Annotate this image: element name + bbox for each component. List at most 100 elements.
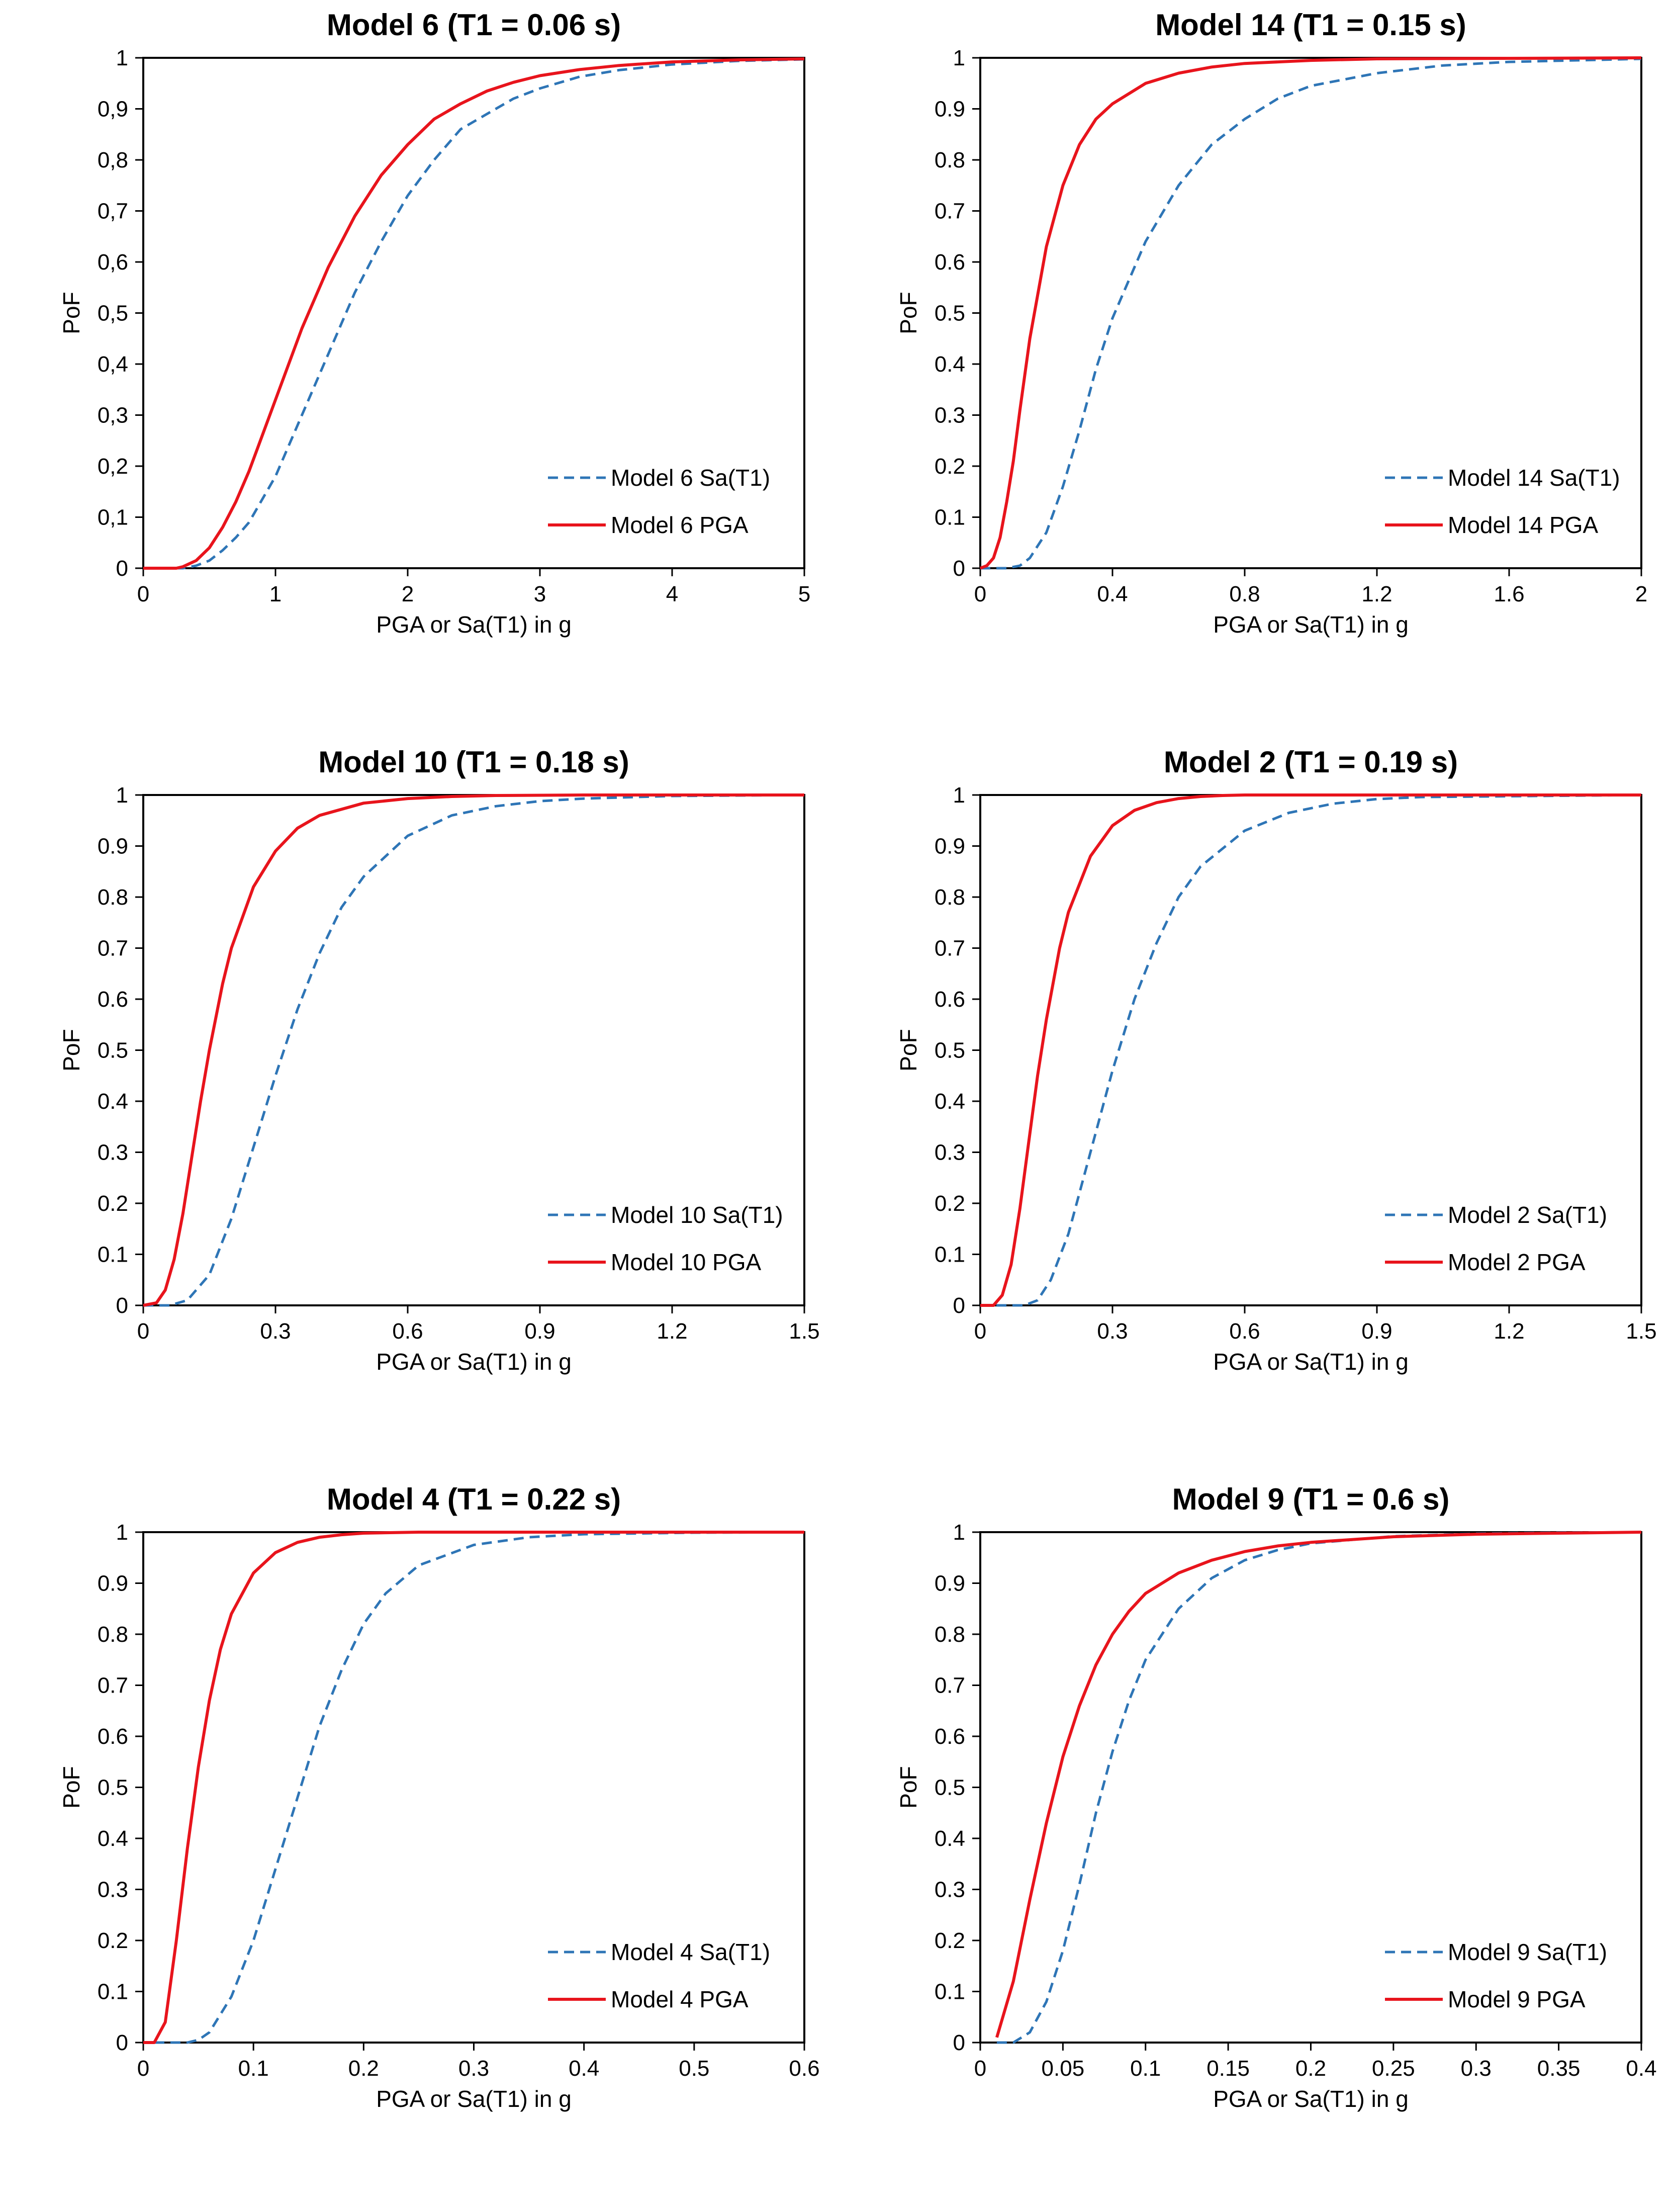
x-tick-label: 0	[137, 1319, 149, 1344]
x-axis-label: PGA or Sa(T1) in g	[1213, 2086, 1409, 2112]
series-line-pga	[143, 57, 805, 570]
x-tick-label: 1.6	[1494, 582, 1524, 606]
y-tick-label: 0,9	[98, 97, 128, 122]
chart-model-4: Model 4 (T1 = 0.22 s) 0 0.1 0.2 0.3 0.4 0.5 0.6…	[0, 1474, 837, 2211]
chart-model-2: Model 2 (T1 = 0.19 s) 0 0.1 0.2 0.3 0.4 0.5 0.6…	[837, 737, 1674, 1474]
x-tick-label: 0.15	[1206, 2056, 1250, 2081]
y-tick-label: 0.6	[98, 987, 128, 1012]
y-tick-label: 0.3	[98, 1140, 128, 1165]
x-tick-label: 2	[1635, 582, 1647, 606]
y-tick-label: 0,8	[98, 148, 128, 172]
x-tick-label: 5	[798, 582, 810, 606]
x-tick-label: 0.3	[458, 2056, 489, 2081]
y-tick-label: 0	[953, 1293, 965, 1318]
x-tick-label: 1.5	[789, 1319, 819, 1344]
chart-model-4-svg: Model 4 (T1 = 0.22 s) 0 0.1 0.2 0.3 0.4 0.5 0.6…	[58, 1482, 820, 2112]
x-tick-label: 0.6	[392, 1319, 423, 1344]
y-axis-label: PoF	[58, 1029, 84, 1071]
y-tick-label: 0.7	[935, 1673, 965, 1698]
y-tick-label: 0.3	[935, 1878, 965, 1902]
x-tick-label: 0.4	[1626, 2056, 1656, 2081]
y-tick-label: 0,4	[98, 352, 128, 377]
y-tick-label: 0.1	[935, 1243, 965, 1267]
legend-label: Model 14 Sa(T1)	[1448, 465, 1620, 491]
x-tick-label: 0.05	[1042, 2056, 1085, 2081]
y-tick-label: 0.6	[98, 1724, 128, 1749]
y-tick-label: 0.8	[98, 1622, 128, 1647]
legend-label: Model 6 PGA	[611, 512, 749, 538]
x-tick-label: 1.2	[1361, 582, 1392, 606]
y-tick-label: 0.5	[935, 301, 965, 326]
y-tick-label: 0.4	[935, 352, 965, 377]
y-tick-label: 0.8	[935, 1622, 965, 1647]
y-tick-label: 0.9	[98, 1571, 128, 1596]
y-tick-label: 0.4	[935, 1089, 965, 1114]
y-tick-label: 0.4	[935, 1826, 965, 1851]
x-axis-label: PGA or Sa(T1) in g	[376, 1349, 572, 1375]
y-axis-label: PoF	[58, 1766, 84, 1808]
x-axis-label: PGA or Sa(T1) in g	[1213, 611, 1409, 638]
y-tick-label: 0,2	[98, 454, 128, 479]
chart-title: Model 4 (T1 = 0.22 s)	[327, 1482, 621, 1516]
series-line-pga	[143, 793, 804, 1307]
series-line-pga	[143, 1531, 804, 2044]
chart-model-6-svg: Model 6 (T1 = 0.06 s) 0 0,1 0,2 0,3 0,4 0,5 0,6…	[58, 8, 810, 638]
chart-title: Model 9 (T1 = 0.6 s)	[1172, 1482, 1450, 1516]
x-tick-label: 0.3	[1097, 1319, 1128, 1344]
x-tick-label: 0	[974, 2056, 986, 2081]
y-tick-label: 0.4	[98, 1826, 128, 1851]
x-tick-label: 0.35	[1537, 2056, 1580, 2081]
x-tick-label: 2	[402, 582, 414, 606]
x-tick-label: 0	[137, 582, 149, 606]
y-axis-label: PoF	[895, 292, 921, 334]
x-tick-label: 0.5	[679, 2056, 709, 2081]
chart-model-6: Model 6 (T1 = 0.06 s) 0 0,1 0,2 0,3 0,4 0,5 0,6…	[0, 0, 837, 737]
y-tick-label: 0,7	[98, 199, 128, 224]
x-axis-label: PGA or Sa(T1) in g	[376, 2086, 572, 2112]
legend-label: Model 2 PGA	[1448, 1249, 1586, 1275]
series-line-sa	[996, 1531, 1642, 2044]
x-tick-label: 0.4	[569, 2056, 599, 2081]
x-tick-label: 1.2	[657, 1319, 687, 1344]
series-line-sa	[980, 793, 1642, 1307]
x-tick-label: 0.6	[1229, 1319, 1260, 1344]
series-line-sa	[154, 1531, 805, 2044]
y-tick-label: 0.7	[98, 936, 128, 961]
x-tick-label: 0.2	[348, 2056, 379, 2081]
y-tick-label: 0	[953, 2030, 965, 2055]
y-tick-label: 1	[953, 46, 965, 70]
y-tick-label: 0.5	[935, 1776, 965, 1800]
y-tick-label: 0.2	[935, 454, 965, 479]
y-tick-label: 0.6	[935, 1724, 965, 1749]
x-tick-label: 1.5	[1626, 1319, 1656, 1344]
chart-model-14: Model 14 (T1 = 0.15 s) 0 0.1 0.2 0.3 0.4 0.5 0.…	[837, 0, 1674, 737]
series-line-sa	[980, 57, 1642, 570]
y-tick-label: 0.5	[98, 1038, 128, 1063]
x-tick-label: 0.8	[1229, 582, 1260, 606]
chart-model-14-svg: Model 14 (T1 = 0.15 s) 0 0.1 0.2 0.3 0.4 0.5 0.…	[895, 8, 1647, 638]
series-line-pga	[979, 56, 1642, 570]
chart-model-10-svg: Model 10 (T1 = 0.18 s) 0 0.1 0.2 0.3 0.4 0.5 0.…	[58, 745, 820, 1375]
y-tick-label: 1	[116, 783, 128, 808]
y-axis-label: PoF	[58, 292, 84, 334]
x-tick-label: 0.3	[260, 1319, 291, 1344]
x-tick-label: 0.4	[1097, 582, 1128, 606]
series-line-pga	[995, 1531, 1642, 2038]
series-line-sa	[143, 58, 805, 570]
chart-title: Model 6 (T1 = 0.06 s)	[327, 8, 621, 42]
x-tick-label: 0.1	[238, 2056, 269, 2081]
y-tick-label: 0,1	[98, 505, 128, 530]
y-tick-label: 0.1	[98, 1980, 128, 2004]
y-tick-label: 0.9	[935, 834, 965, 859]
chart-model-9-svg: Model 9 (T1 = 0.6 s) 0 0.1 0.2 0.3 0.4 0.5 0.6 0…	[895, 1482, 1657, 2112]
y-tick-label: 0.1	[935, 505, 965, 530]
y-tick-label: 0.2	[98, 1191, 128, 1216]
chart-model-10: Model 10 (T1 = 0.18 s) 0 0.1 0.2 0.3 0.4 0.5 0.…	[0, 737, 837, 1474]
plot-area-frame	[979, 794, 1642, 1306]
series-line-pga	[980, 793, 1641, 1307]
x-tick-label: 0.9	[1361, 1319, 1392, 1344]
x-tick-label: 1	[269, 582, 282, 606]
legend-label: Model 9 Sa(T1)	[1448, 1939, 1607, 1965]
y-tick-label: 0	[953, 556, 965, 581]
x-tick-label: 0	[974, 1319, 986, 1344]
